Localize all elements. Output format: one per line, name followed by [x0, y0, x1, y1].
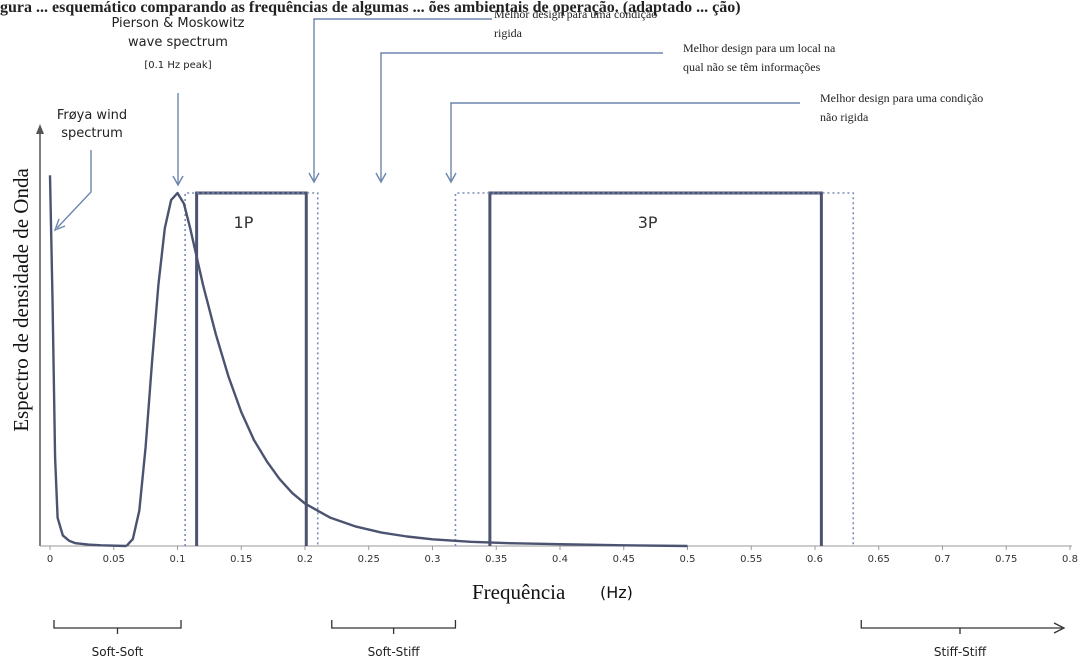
x-tick-label: 0.15 [230, 554, 252, 565]
x-tick-label: 0.55 [740, 554, 762, 565]
spectra [48, 175, 688, 548]
annotation-arrowhead [375, 172, 387, 184]
x-tick-label: 0.1 [170, 554, 186, 565]
x-tick-label: 0.45 [613, 554, 635, 565]
band-label: 3P [638, 213, 658, 232]
annotation-leader [380, 52, 663, 54]
y-axis-label: Espectro de densidade de Onda [9, 168, 33, 432]
annotation-arrowhead [308, 172, 320, 184]
frequency-bands: 1P 3P [184, 191, 855, 546]
x-tick-label: 0.25 [358, 554, 380, 565]
region-label: Soft-Stiff [368, 645, 421, 659]
annotation-text: Melhor design para um local na [683, 41, 836, 55]
region-arrowhead [1053, 622, 1066, 634]
annotation-leader [313, 18, 492, 20]
x-tick-label: 0.8 [1062, 554, 1078, 565]
region-label: Soft-Soft [92, 645, 144, 659]
x-tick-label: 0.65 [868, 554, 890, 565]
annotation-arrowhead [53, 218, 66, 232]
x-tick-label: 0.5 [680, 554, 696, 565]
annotation-arrowhead [172, 175, 184, 187]
annotation-text: [0.1 Hz peak] [144, 60, 211, 71]
x-tick-label: 0.2 [297, 554, 313, 565]
annotation-text: Frøya wind [57, 108, 127, 123]
x-axis-label: Frequência [472, 580, 566, 604]
annotation-text: qual não se têm informações [683, 60, 821, 74]
annotation-text: Melhor design para uma condição [820, 91, 983, 105]
region-bracket [860, 620, 1062, 629]
x-axis-unit: (Hz) [600, 583, 633, 602]
x-tick-label: 0.35 [485, 554, 507, 565]
band-solid [488, 191, 823, 546]
annotation-text: Melhor design para uma condição [494, 7, 657, 21]
band-dotted [454, 192, 855, 546]
region-bracket [331, 620, 457, 629]
series-line-1 [48, 175, 127, 548]
annotation-leader [450, 102, 800, 104]
annotation-text: não rigida [820, 110, 869, 124]
band-solid [195, 191, 308, 546]
annotation-text: Pierson & Moskowitz [111, 16, 244, 31]
x-tick-label: 0.6 [807, 554, 823, 565]
y-axis-arrow [36, 124, 44, 134]
header-fragment: gura ... esquemático comparando as frequ… [0, 0, 741, 16]
annotation-arrowhead [445, 172, 457, 184]
x-tick-label: 0.7 [935, 554, 951, 565]
x-tick-label: 0.4 [552, 554, 568, 565]
annotation-text: spectrum [61, 126, 123, 141]
band-label: 1P [234, 213, 254, 232]
annotation-arrow [56, 150, 92, 229]
x-ticks: 0 0.05 0.1 0.15 0.2 0.25 0.3 0.35 0.4 0.45 0.5 0.55… [47, 546, 1078, 565]
x-tick-label: 0.75 [995, 554, 1017, 565]
region-label: Stiff-Stiff [934, 645, 987, 659]
annotation-text: wave spectrum [128, 35, 228, 50]
annotation-text: rigida [494, 26, 523, 40]
x-tick-label: 0 [47, 554, 53, 565]
annotations: Pierson & Moskowitz wave spectrum [0.1 Hz … [53, 7, 983, 232]
band-dotted [184, 192, 319, 546]
region-bracket [53, 620, 182, 629]
x-tick-label: 0.05 [103, 554, 125, 565]
x-tick-label: 0.3 [425, 554, 441, 565]
stiffness-regions: Soft-Soft Soft-Stiff Stiff-Stiff [53, 620, 1066, 659]
series-line-0 [125, 191, 688, 548]
